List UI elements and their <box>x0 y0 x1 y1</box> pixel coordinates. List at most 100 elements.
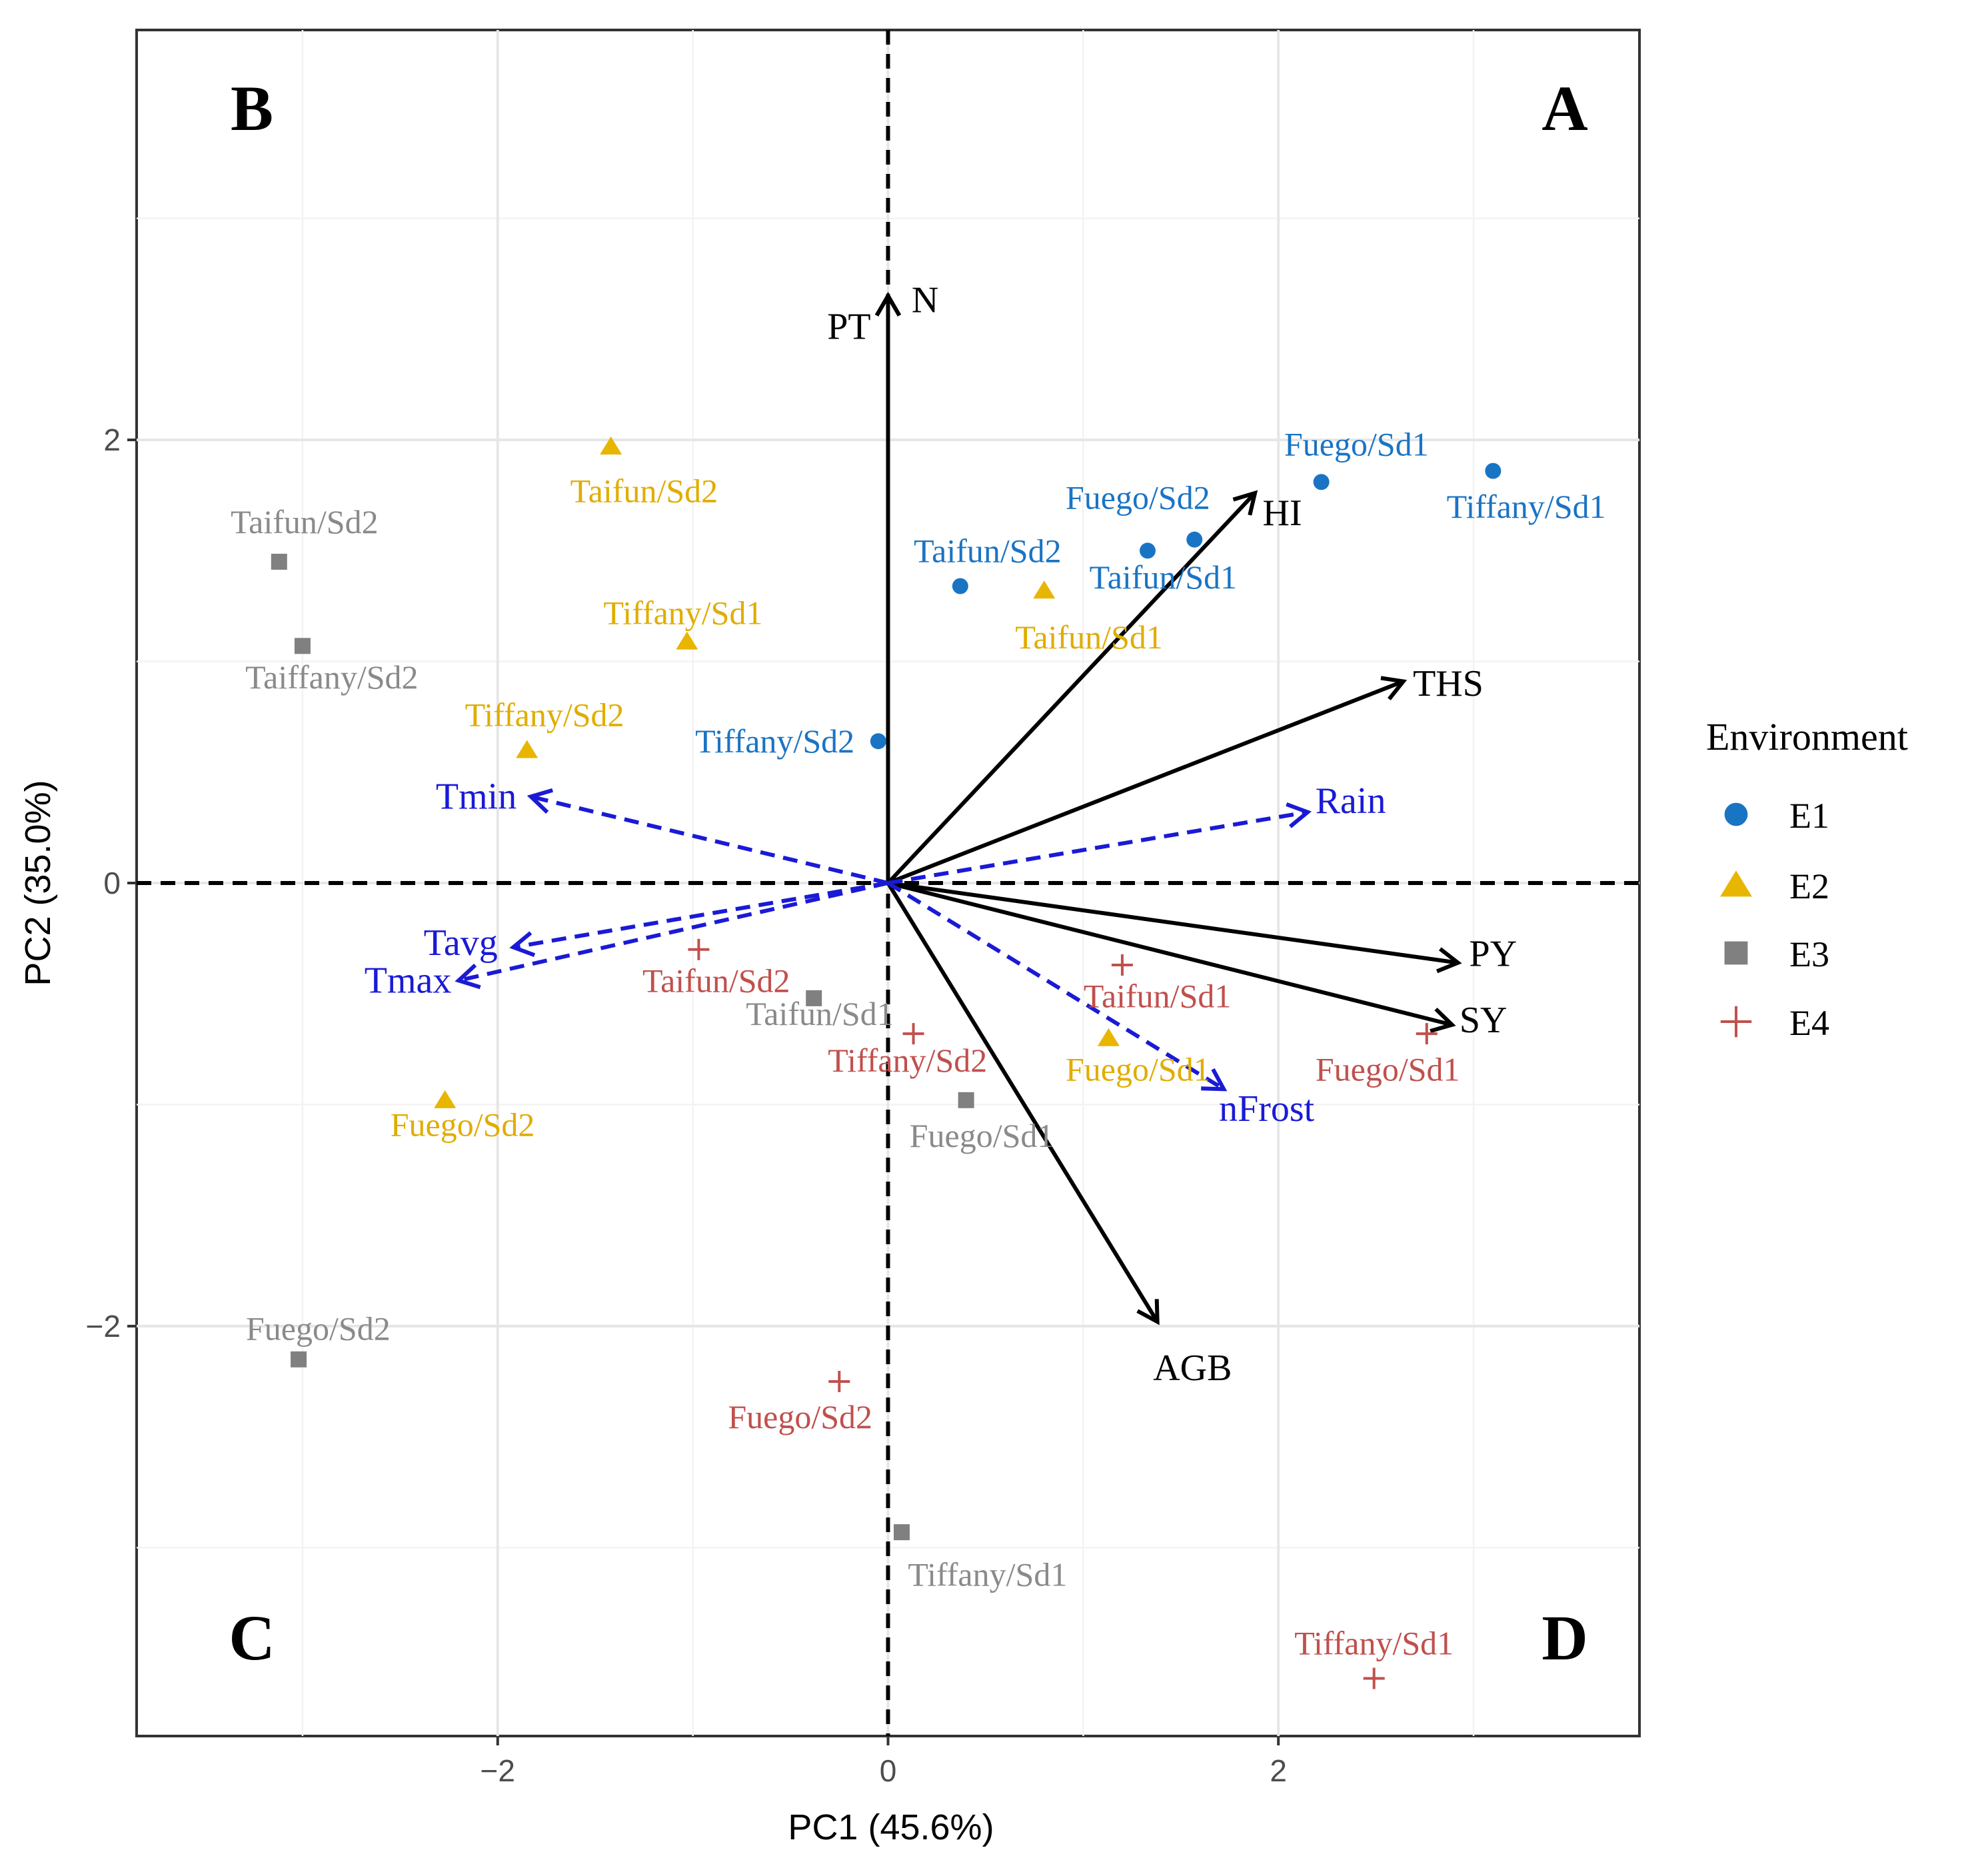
y-axis-title: PC2 (35.0%) <box>18 780 58 986</box>
data-point: Taiffany/Sd2 <box>245 638 419 696</box>
point-label: Fuego/Sd1 <box>1284 426 1429 463</box>
legend-key <box>1720 870 1752 897</box>
vector-line <box>888 810 1308 885</box>
vector-label: N <box>912 280 938 321</box>
point-marker <box>870 733 886 750</box>
vector-py: PY <box>888 881 1517 974</box>
vector-label: PT <box>827 307 870 348</box>
point-marker <box>1363 1667 1385 1689</box>
vector-arrowhead <box>1201 1068 1228 1092</box>
vector-n: N <box>874 280 938 883</box>
legend-label: E4 <box>1789 1003 1829 1043</box>
point-marker <box>434 1090 457 1108</box>
axes: PC1 (45.6%) PC2 (35.0%) −2 0 2 −2 0 2 <box>18 423 1287 1847</box>
point-marker <box>271 553 287 570</box>
vector-arrowhead <box>509 931 536 958</box>
vector-label: AGB <box>1153 1348 1232 1389</box>
vector-arrowhead <box>1286 802 1312 828</box>
point-label: Taiffany/Sd2 <box>245 658 418 696</box>
data-point: Tiffany/Sd1 <box>894 1524 1067 1593</box>
point-marker <box>828 1371 850 1393</box>
vector-sy: SY <box>887 881 1507 1041</box>
point-label: Taifun/Sd2 <box>231 503 378 540</box>
data-point: Fuego/Sd2 <box>246 1310 391 1368</box>
data-point: Taifun/Sd1 <box>1015 580 1163 656</box>
point-label: Taifun/Sd2 <box>914 532 1061 569</box>
data-point: Fuego/Sd2 <box>391 1090 535 1143</box>
vector-rain: Rain <box>888 780 1386 885</box>
vector-agb: AGB <box>886 882 1232 1389</box>
legend-key <box>1724 802 1748 826</box>
point-marker <box>676 631 698 650</box>
legend-key <box>1720 1006 1752 1038</box>
vector-label: HI <box>1263 492 1302 534</box>
point-marker <box>1140 542 1156 559</box>
point-marker <box>1313 474 1330 490</box>
vector-label: nFrost <box>1219 1088 1315 1130</box>
point-marker <box>1111 954 1133 976</box>
vector-line <box>888 881 1459 965</box>
point-marker <box>516 740 538 758</box>
point-marker <box>1033 580 1056 599</box>
quadrant-label-d: D <box>1541 1602 1587 1673</box>
point-marker <box>1186 531 1203 548</box>
point-label: Tiffany/Sd1 <box>1447 488 1606 525</box>
vector-label: Tmin <box>436 776 516 817</box>
data-point: Fuego/Sd1 <box>1066 1028 1210 1088</box>
point-label: Taifun/Sd1 <box>1084 978 1231 1015</box>
quadrant-label-c: C <box>229 1602 275 1673</box>
point-label: Tiffany/Sd2 <box>695 722 854 760</box>
point-label: Taifun/Sd1 <box>746 995 893 1032</box>
vector-arrowhead <box>1436 947 1462 974</box>
vector-arrowhead <box>1136 1299 1160 1326</box>
legend-item-e2: E2 <box>1720 866 1829 906</box>
data-point: Tiffany/Sd1 <box>1294 1624 1454 1689</box>
point-marker <box>1416 1023 1438 1045</box>
data-point: Taifun/Sd2 <box>231 503 379 570</box>
legend: Environment E1 E2 E3 E4 <box>1706 715 1908 1043</box>
point-marker <box>894 1524 910 1541</box>
vector-line <box>458 881 889 983</box>
series-e2: Taifun/Sd2 Tiffany/Sd1 Tiffany/Sd2 Taifun/S… <box>391 437 1210 1143</box>
point-label: Fuego/Sd2 <box>391 1106 535 1143</box>
vector-line <box>530 794 889 885</box>
vector-line <box>886 882 1160 1323</box>
vector-line <box>886 881 1225 1091</box>
legend-title: Environment <box>1706 715 1908 758</box>
legend-label: E1 <box>1789 796 1829 836</box>
y-tick-label: −2 <box>86 1309 121 1344</box>
vector-line <box>512 881 889 950</box>
data-point: Taifun/Sd2 <box>914 532 1062 594</box>
vector-ths: THS <box>887 663 1484 885</box>
point-label: Fuego/Sd1 <box>1066 1050 1210 1088</box>
vector-arrowhead <box>874 291 902 317</box>
point-label: Fuego/Sd2 <box>728 1398 872 1435</box>
data-point: Fuego/Sd2 <box>1066 479 1210 548</box>
vector-nfrost: nFrost <box>886 881 1315 1130</box>
point-label: Tiffany/Sd1 <box>908 1555 1067 1593</box>
vector-label: Tmax <box>365 960 452 1001</box>
data-point: Tiffany/Sd1 <box>604 594 763 650</box>
vector-arrowhead <box>1232 490 1258 516</box>
point-label: Tiffany/Sd2 <box>828 1042 987 1079</box>
data-point: Fuego/Sd1 <box>910 1092 1054 1154</box>
legend-label: E3 <box>1789 934 1829 974</box>
data-point: Fuego/Sd2 <box>728 1371 872 1435</box>
point-label: Tiffany/Sd2 <box>465 696 624 733</box>
point-label: Fuego/Sd2 <box>1066 479 1210 516</box>
x-axis-title: PC1 (45.6%) <box>788 1807 994 1847</box>
x-tick-label: −2 <box>481 1753 515 1788</box>
data-point: Taifun/Sd1 <box>1084 954 1231 1015</box>
point-marker <box>600 437 622 455</box>
point-label: Tiffany/Sd1 <box>604 594 763 631</box>
legend-key <box>1724 941 1748 965</box>
data-point: Tiffany/Sd2 <box>828 1023 987 1079</box>
point-label: Taifun/Sd2 <box>642 962 790 999</box>
x-tick-label: 2 <box>1270 1753 1287 1788</box>
vector-label: Tavg <box>424 922 498 964</box>
data-point: Tiffany/Sd2 <box>465 696 624 758</box>
vector-arrowhead <box>1430 1007 1456 1033</box>
point-marker <box>294 638 311 654</box>
point-marker <box>952 578 968 594</box>
